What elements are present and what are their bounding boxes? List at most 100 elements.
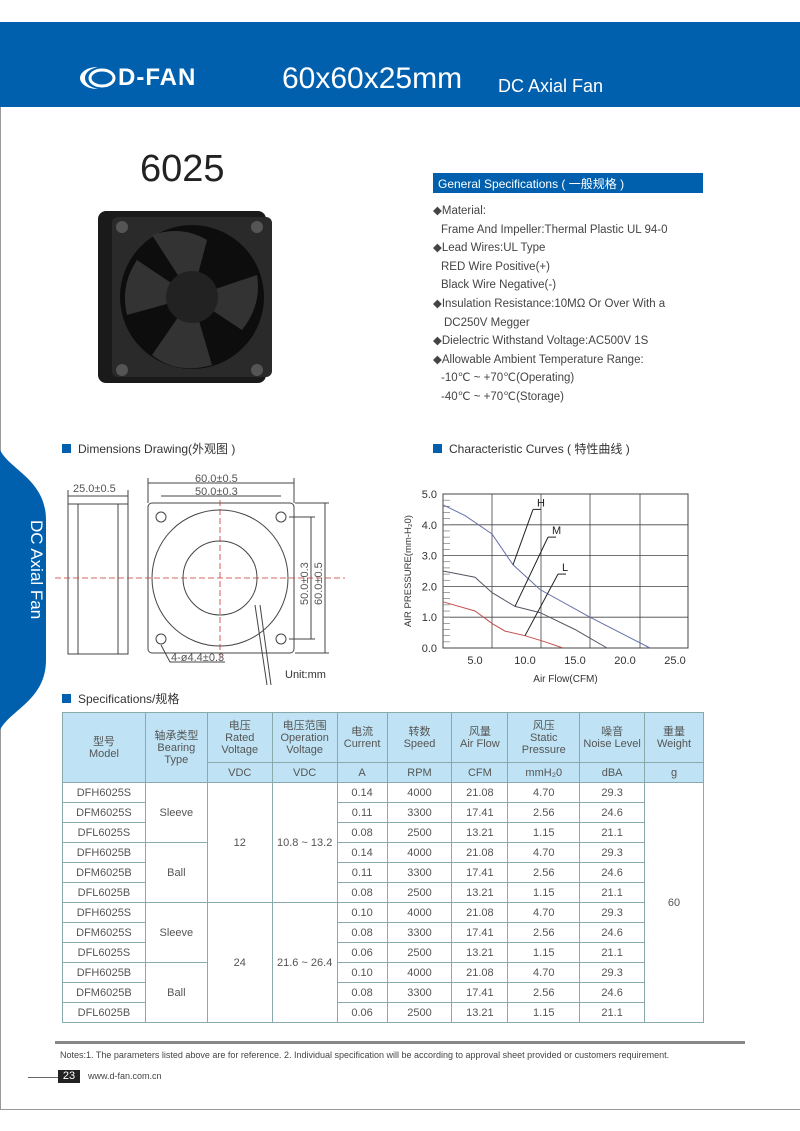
table-row: DFH6025S Sleeve 12 10.8 ~ 13.2 0.14 4000 21.08… [62,782,704,1023]
diamond-bullet-icon: ◆ [433,353,442,366]
spec-text: RED Wire Positive(+) [441,260,550,273]
curve-label: M [552,525,561,537]
table-row: DFL6025S 0.06 2500 13.21 1.15 21.1 [62,942,704,963]
value-cell: 13.21 [451,1002,509,1023]
spec-text: Black Wire Negative(-) [441,279,557,292]
value-cell: 24.6 [579,802,646,823]
value-cell: 0.11 [336,862,388,883]
brand-swirl-icon [80,67,116,89]
value-cell: 3300 [386,982,453,1003]
table-row: DFL6025B 0.06 2500 13.21 1.15 21.1 [62,1002,704,1023]
header-text: 风量 [468,725,491,738]
value-cell: 21.1 [579,882,646,903]
header-text: Bearing [157,741,196,754]
value-cell: 2.56 [507,802,581,823]
website-link[interactable]: www.d-fan.com.cn [88,1071,162,1081]
column-header: 风压 Static Pressure [507,712,581,763]
value-cell: 0.08 [336,922,388,943]
spec-line: Black Wire Negative(-) [433,276,667,295]
header-text: 电流 [351,725,374,738]
side-tab [0,450,46,730]
column-header: 转数 Speed [386,712,453,763]
column-header: 电压 Rated Voltage [206,712,273,763]
value-cell: 4000 [386,902,453,923]
header-text: Model [88,747,119,760]
spec-text: Frame And Impeller:Thermal Plastic UL 94… [441,223,668,236]
curve-label: L [562,562,568,574]
hole-height-dimension: 50.0±0.3 [299,562,311,605]
curve-H [442,504,651,649]
general-specs-heading: General Specifications ( 一般规格 ) [433,173,703,193]
holes-dimension: 4-ø4.4±0.3 [171,652,224,664]
value-cell: 4.70 [507,782,581,803]
unit-label: Unit:mm [285,669,326,681]
curve-M [442,570,608,649]
y-tick-label: 1.0 [422,612,437,624]
page-subtitle: DC Axial Fan [498,76,604,96]
value-cell: 13.21 [451,882,509,903]
table-row: DFH6025B Ball 0.14 4000 21.08 4.70 29.3 [62,842,704,903]
header-text: 型号 [92,735,115,748]
value-cell: 17.41 [451,862,509,883]
pointer-arrow [514,536,549,607]
value-cell: 4.70 [507,842,581,863]
hole-width-dimension: 50.0±0.3 [195,486,238,498]
range-cell: 10.8 ~ 13.2 [271,782,338,903]
diamond-bullet-icon: ◆ [433,205,442,217]
y-tick-label: 3.0 [422,551,437,563]
x-tick-label: 10.0 [514,655,535,667]
range-cell: 21.6 ~ 26.4 [271,902,338,1023]
value-cell: 17.41 [451,982,509,1003]
spec-line: RED Wire Positive(+) [433,258,667,277]
characteristic-curves-chart: 0.0 1.0 2.0 3.0 4.0 5.0 5.0 10.0 15.0 20.0 25.0 Air… [403,489,689,685]
header-text: Type [164,753,189,766]
x-tick-label: 15.0 [564,655,585,667]
section-marker [433,444,442,453]
value-cell: 2.56 [507,922,581,943]
curves-heading: Characteristic Curves ( 特性曲线 ) [433,440,630,457]
unit-cell: VDC [206,762,273,783]
curve-label: H [537,497,545,509]
spec-text: Insulation Resistance:10MΩ Or Over With … [441,297,666,310]
unit-cell: dBA [579,762,646,783]
model-cell: DFL6025S [62,822,146,843]
outer-width-dimension: 60.0±0.5 [195,473,238,485]
spec-line: -10℃ ~ +70℃(Operating) [433,369,667,388]
value-cell: 21.08 [451,962,509,983]
header-text: 轴承类型 [154,729,199,742]
diamond-bullet-icon: ◆ [433,297,442,310]
model-cell: DFH6025B [62,962,146,983]
dimensions-heading-text: Dimensions Drawing(外观图 ) [78,442,236,456]
value-cell: 2500 [386,822,453,843]
value-cell: 1.15 [507,1002,581,1023]
model-number: 6025 [140,148,225,190]
value-cell: 3300 [386,922,453,943]
x-tick-label: 20.0 [614,655,635,667]
header-text: Rated [225,731,255,744]
spec-text: Material: [441,205,486,217]
value-cell: 0.10 [336,902,388,923]
x-tick-label: 25.0 [664,655,685,667]
brand-name: D-FAN [118,64,197,91]
value-cell: 24.6 [579,922,646,943]
side-tab-label: DC Axial Fan [27,520,46,620]
value-cell: 0.06 [336,942,388,963]
value-cell: 21.08 [451,842,509,863]
spec-line: DC250V Megger [433,314,667,333]
value-cell: 2.56 [507,862,581,883]
header-text: Voltage [221,743,259,756]
spec-text: -10℃ ~ +70℃(Operating) [441,372,575,385]
header-text: Air Flow [460,737,500,750]
value-cell: 24.6 [579,862,646,883]
header-text: 重量 [663,725,686,738]
value-cell: 29.3 [579,962,646,983]
header-text: Pressure [521,743,566,756]
header-text: 转数 [408,725,431,738]
header-text: 风压 [532,719,555,732]
spec-text: Dielectric Withstand Voltage:AC500V 1S [441,335,649,348]
header-text: 噪音 [601,725,624,738]
spec-line: ◆Material: [433,202,667,221]
units-row: VDC VDC A RPM CFM mmH₂0 dBA g [63,762,704,783]
outer-height-dimension: 60.0±0.5 [313,562,325,605]
model-cell: DFM6025B [62,862,146,883]
